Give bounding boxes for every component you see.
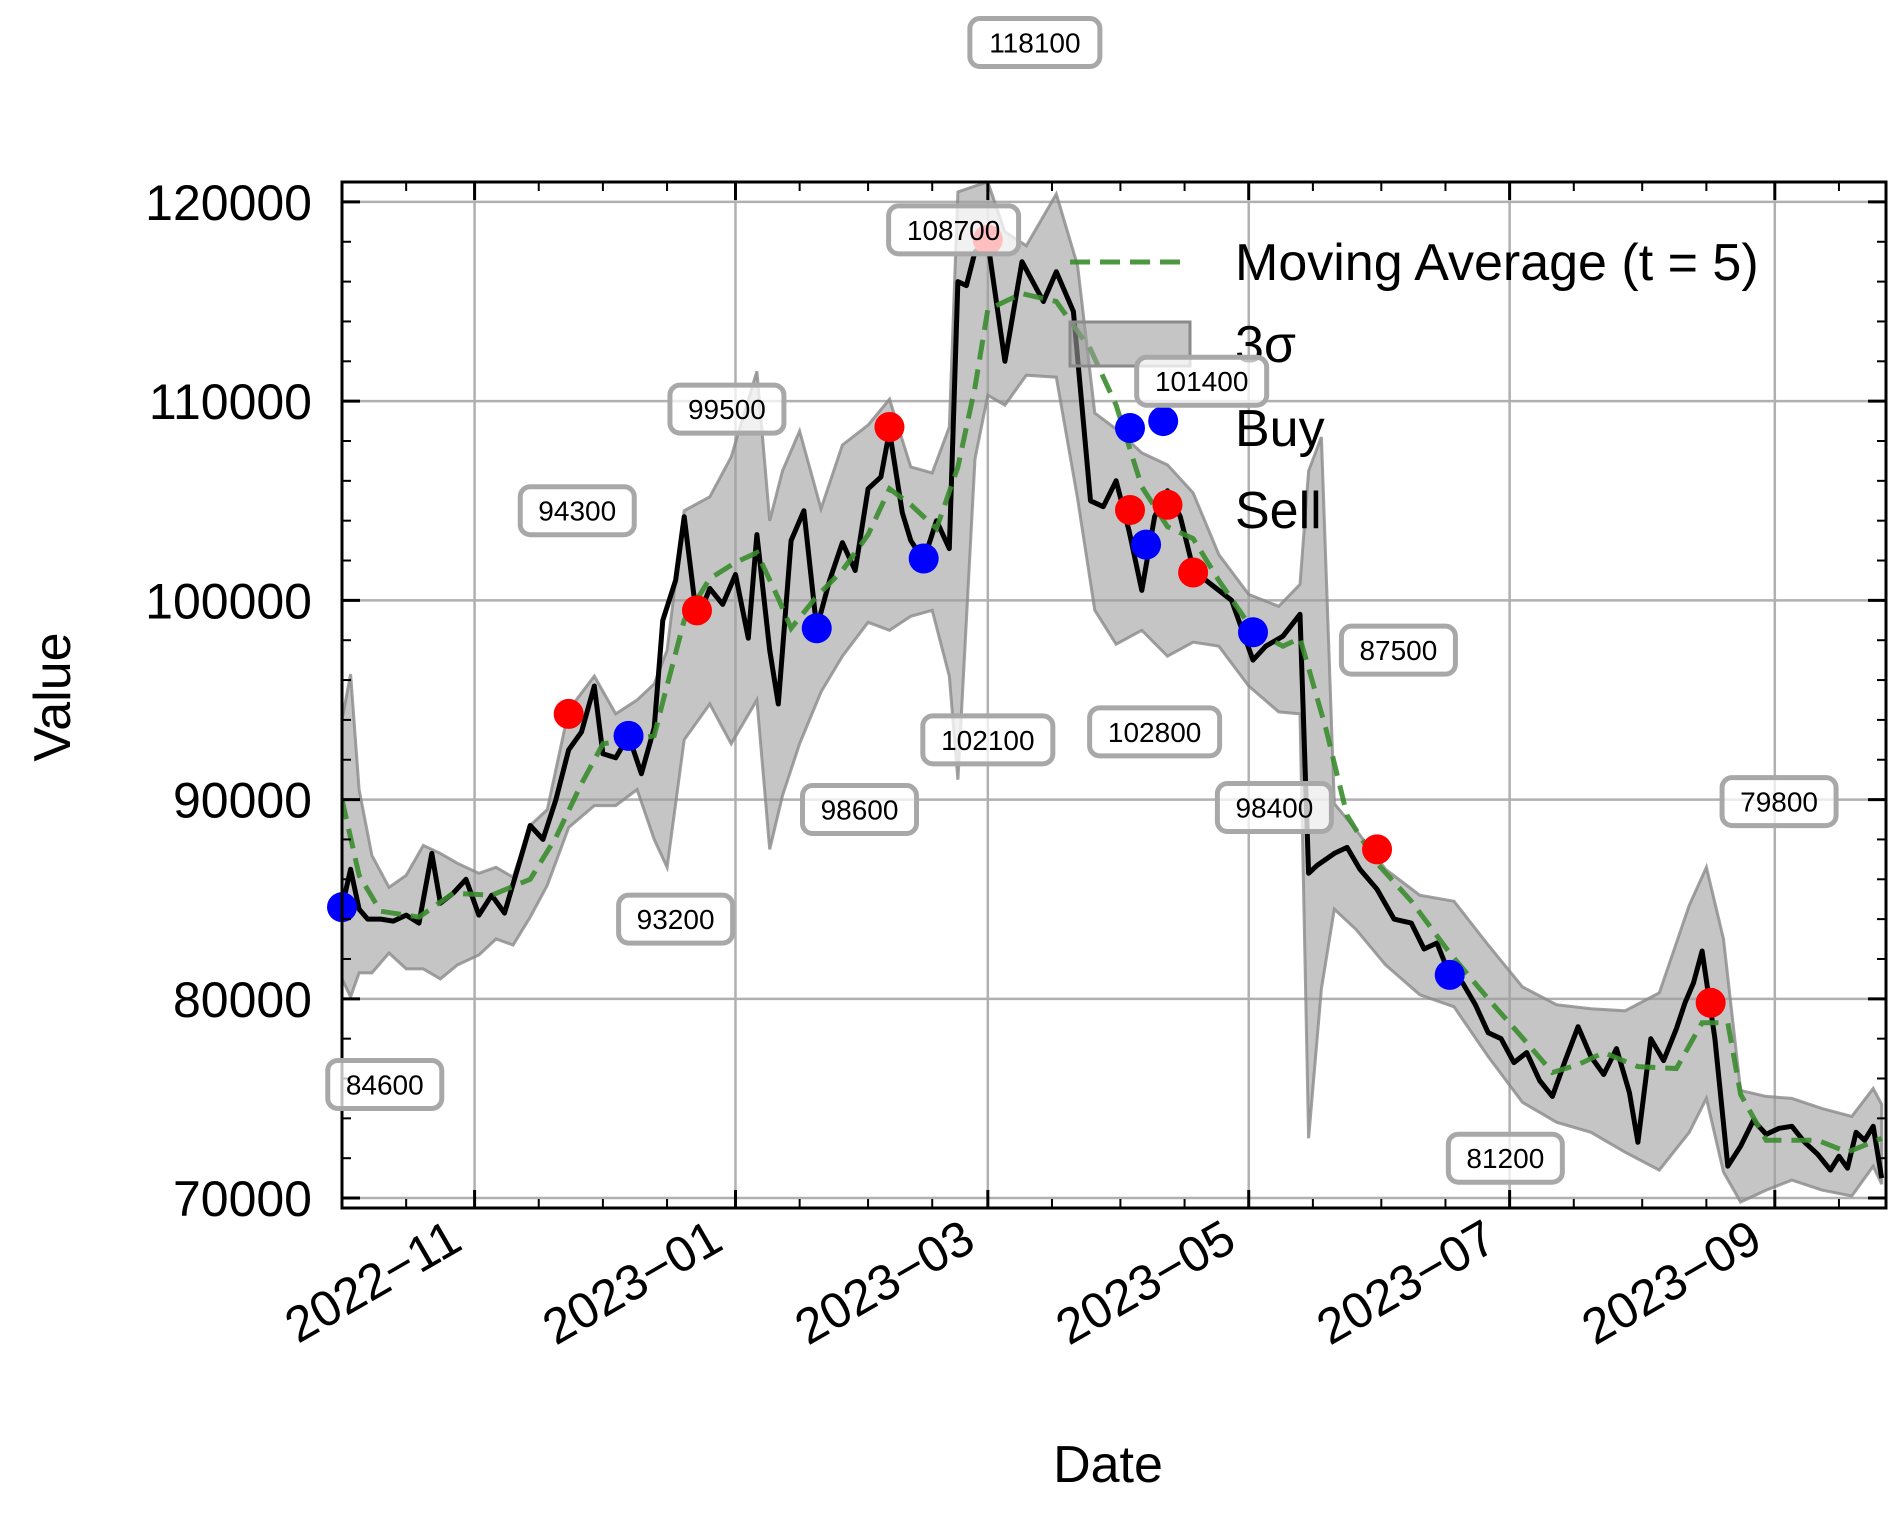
y-tick-label: 70000: [173, 1171, 312, 1227]
x-tick-label: 2023−03: [786, 1209, 984, 1356]
annotation-box: [325, 1057, 445, 1111]
annotation-box: [800, 783, 920, 837]
sell-marker: [1152, 489, 1183, 520]
annotation-label: 87500: [1359, 635, 1437, 666]
annotation-label: 79800: [1740, 787, 1818, 818]
buy-marker: [908, 543, 939, 574]
y-tick-label: 80000: [173, 972, 312, 1028]
x-axis-label: Date: [1053, 1436, 1163, 1494]
legend-label: Buy: [1235, 400, 1325, 458]
legend-label: Sell: [1235, 482, 1322, 540]
annotation-label: 102100: [941, 725, 1034, 756]
sell-marker: [1178, 557, 1209, 588]
annotation-label: 101400: [1155, 366, 1248, 397]
y-tick-label: 110000: [149, 374, 312, 430]
sigma-band: [342, 182, 1884, 1204]
buy-marker: [1434, 959, 1465, 990]
annotation-box: [1214, 781, 1334, 835]
legend-label: Moving Average (t = 5): [1235, 234, 1759, 292]
buy-marker: [1148, 406, 1179, 437]
annotation-label: 94300: [538, 496, 616, 527]
sell-marker: [1695, 987, 1726, 1018]
y-tick-label: 100000: [145, 573, 312, 629]
annotation-box: [886, 203, 1022, 257]
annotation-box: [1338, 623, 1458, 677]
y-tick-label: 120000: [145, 175, 312, 231]
annotation-box: [517, 484, 637, 538]
annotation-box: [920, 713, 1056, 767]
annotations: 84600 94300 93200 99500 98600 108700 102100 118…: [325, 16, 1839, 1185]
sell-marker: [1362, 834, 1393, 865]
x-tick-label: 2023−07: [1307, 1209, 1505, 1356]
buy-marker: [801, 613, 832, 644]
annotation-label: 84600: [346, 1069, 424, 1100]
buy-marker: [1238, 617, 1269, 648]
buy-marker: [613, 720, 644, 751]
annotation-label: 98600: [821, 795, 899, 826]
x-tick-label: 2023−09: [1573, 1209, 1771, 1356]
sell-marker: [874, 412, 905, 443]
annotation-box: [967, 16, 1103, 70]
value-line: [342, 239, 1885, 1179]
annotation-box: [1719, 775, 1839, 829]
annotation-label: 81200: [1466, 1143, 1544, 1174]
x-tick-label: 2023−01: [533, 1209, 731, 1356]
sell-marker: [681, 595, 712, 626]
annotation-label: 99500: [688, 394, 766, 425]
annotation-label: 118100: [989, 28, 1080, 59]
annotation-box: [1087, 705, 1223, 759]
annotation-label: 108700: [907, 215, 1000, 246]
plot-frame: [340, 180, 1888, 1210]
annotation-label: 98400: [1235, 793, 1313, 824]
buy-marker: [1131, 529, 1162, 560]
annotation-box: [616, 892, 736, 946]
x-tick-label: 2023−05: [1046, 1209, 1244, 1356]
y-tick-label: 90000: [173, 773, 312, 829]
annotation-label: 93200: [637, 904, 715, 935]
legend-sell-swatch: [1115, 495, 1145, 525]
annotation-box: [1445, 1131, 1565, 1185]
annotation-label: 102800: [1108, 717, 1201, 748]
sell-marker: [553, 698, 584, 729]
annotation-box: [1134, 354, 1270, 408]
y-axis-label: Value: [24, 632, 82, 761]
annotation-box: [667, 382, 787, 436]
legend-buy-swatch: [1115, 413, 1145, 443]
plot-area: [327, 182, 1885, 1204]
x-tick-label: 2022−11: [276, 1209, 471, 1354]
